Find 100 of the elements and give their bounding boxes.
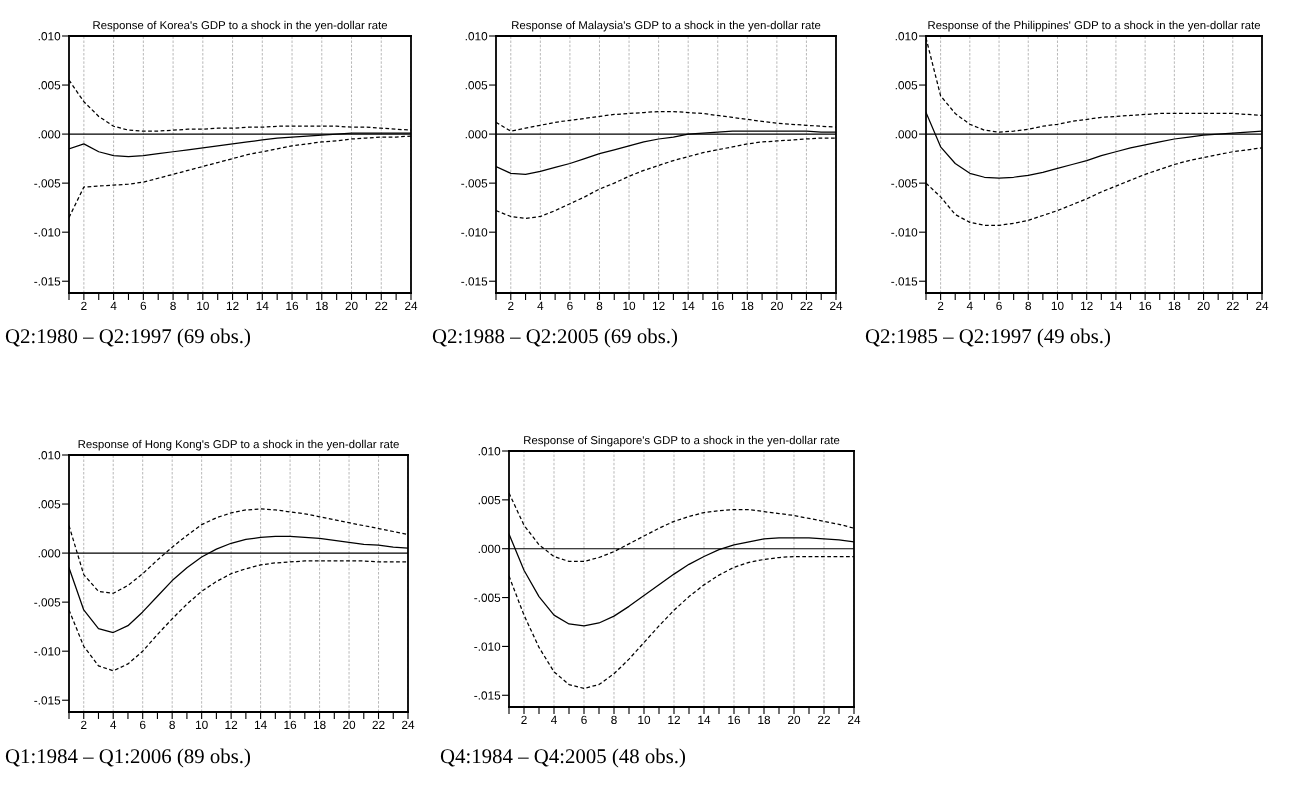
y-tick-label: .010	[478, 447, 501, 456]
x-tick-label: 18	[741, 301, 754, 310]
x-tick-label: 16	[712, 301, 724, 310]
text: Q2:1980 – Q2:1997 (69 obs.)	[5, 328, 251, 348]
y-tick-label: -.005	[34, 179, 61, 188]
y-tick-label: .000	[38, 130, 61, 139]
y-tick-label: -.005	[34, 598, 61, 607]
y-tick-label: .010	[465, 32, 488, 41]
x-tick-label: 8	[1025, 301, 1032, 310]
x-tick-label: 22	[818, 715, 830, 724]
x-tick-label: 24	[830, 301, 843, 310]
x-tick-label: 22	[1226, 301, 1239, 310]
chart-title: Response of the Philippines' GDP to a shock in the yen-dollar rate	[928, 20, 1261, 32]
y-tick-label: -.010	[34, 228, 61, 237]
y-tick-label: -.010	[474, 642, 501, 651]
x-tick-label: 8	[596, 301, 603, 310]
x-tick-label: 8	[611, 715, 617, 724]
x-tick-label: 18	[316, 301, 328, 310]
x-tick-label: 14	[254, 720, 267, 729]
x-tick-label: 10	[197, 301, 209, 310]
x-tick-label: 12	[668, 715, 680, 724]
text: Q4:1984 – Q4:2005 (48 obs.)	[440, 748, 686, 768]
x-tick-label: 16	[728, 715, 741, 724]
y-tick-label: -.010	[891, 228, 918, 237]
y-tick-label: -.015	[34, 277, 61, 286]
y-tick-label: -.015	[461, 277, 488, 286]
x-tick-label: 16	[284, 720, 297, 729]
x-tick-label: 12	[652, 301, 665, 310]
x-tick-label: 20	[1197, 301, 1210, 310]
y-tick-label: .005	[38, 81, 61, 90]
x-tick-label: 10	[623, 301, 636, 310]
x-tick-label: 6	[996, 301, 1002, 310]
x-tick-label: 8	[170, 301, 176, 310]
x-tick-label: 14	[256, 301, 269, 310]
x-tick-label: 20	[343, 720, 356, 729]
y-tick-label: -.005	[474, 593, 501, 602]
x-tick-label: 14	[698, 715, 711, 724]
x-tick-label: 2	[508, 301, 514, 310]
y-tick-label: -.015	[891, 277, 918, 286]
x-tick-label: 6	[140, 720, 146, 729]
chart-title: Response of Hong Kong's GDP to a shock in the yen-dollar rate	[78, 439, 399, 451]
x-tick-label: 18	[313, 720, 326, 729]
x-tick-label: 6	[581, 715, 587, 724]
x-tick-label: 12	[1081, 301, 1093, 310]
text: Q1:1984 – Q1:2006 (89 obs.)	[5, 748, 251, 768]
text: Q2:1988 – Q2:2005 (69 obs.)	[432, 328, 678, 348]
x-tick-label: 16	[286, 301, 299, 310]
y-tick-label: -.010	[34, 647, 61, 656]
y-tick-label: .005	[895, 81, 918, 90]
y-tick-label: .000	[38, 549, 61, 558]
x-tick-label: 24	[402, 720, 415, 729]
x-tick-label: 24	[1256, 301, 1269, 310]
x-tick-label: 8	[169, 720, 175, 729]
x-tick-label: 4	[537, 301, 544, 310]
y-tick-label: .000	[478, 544, 501, 554]
x-tick-label: 22	[372, 720, 385, 729]
y-tick-label: .010	[895, 32, 918, 41]
x-tick-label: 18	[758, 715, 771, 724]
x-tick-label: 12	[226, 301, 239, 310]
x-tick-label: 10	[195, 720, 208, 729]
y-tick-label: -.010	[461, 228, 488, 237]
y-tick-label: .000	[895, 130, 918, 139]
x-tick-label: 12	[225, 720, 238, 729]
x-tick-label: 4	[550, 715, 557, 724]
x-tick-label: 20	[345, 301, 358, 310]
x-tick-label: 6	[567, 301, 573, 310]
x-tick-label: 22	[800, 301, 813, 310]
x-tick-label: 20	[788, 715, 801, 724]
x-tick-label: 18	[1168, 301, 1181, 310]
x-tick-label: 14	[1110, 301, 1123, 310]
x-tick-label: 2	[937, 301, 944, 310]
x-tick-label: 2	[521, 715, 527, 724]
x-tick-label: 22	[375, 301, 388, 310]
x-tick-label: 10	[1051, 301, 1064, 310]
x-tick-label: 24	[848, 715, 861, 724]
y-tick-label: .005	[465, 81, 488, 90]
y-tick-label: .010	[38, 451, 61, 460]
x-tick-label: 24	[405, 301, 418, 310]
y-tick-label: .005	[38, 500, 61, 509]
y-tick-label: .005	[478, 495, 501, 505]
y-tick-label: .010	[38, 32, 61, 41]
y-tick-label: -.015	[474, 691, 501, 700]
x-tick-label: 16	[1139, 301, 1152, 310]
chart-title: Response of Singapore's GDP to a shock in the yen-dollar rate	[524, 435, 840, 447]
x-tick-label: 4	[110, 301, 117, 310]
y-tick-label: .000	[465, 130, 488, 139]
x-tick-label: 20	[770, 301, 783, 310]
text: Q2:1985 – Q2:1997 (49 obs.)	[865, 328, 1111, 348]
x-tick-label: 10	[638, 715, 651, 724]
y-tick-label: -.015	[34, 696, 61, 705]
x-tick-label: 2	[81, 301, 87, 310]
x-tick-label: 6	[140, 301, 147, 310]
x-tick-label: 4	[966, 301, 973, 310]
x-tick-label: 2	[81, 720, 87, 729]
y-tick-label: -.005	[461, 179, 488, 188]
chart-title: Response of Malaysia's GDP to a shock in the yen-dollar rate	[512, 20, 821, 32]
chart-title: Response of Korea's GDP to a shock in the yen-dollar rate	[93, 20, 388, 32]
y-tick-label: -.005	[891, 179, 918, 188]
x-tick-label: 14	[682, 301, 695, 310]
x-tick-label: 4	[110, 720, 117, 729]
